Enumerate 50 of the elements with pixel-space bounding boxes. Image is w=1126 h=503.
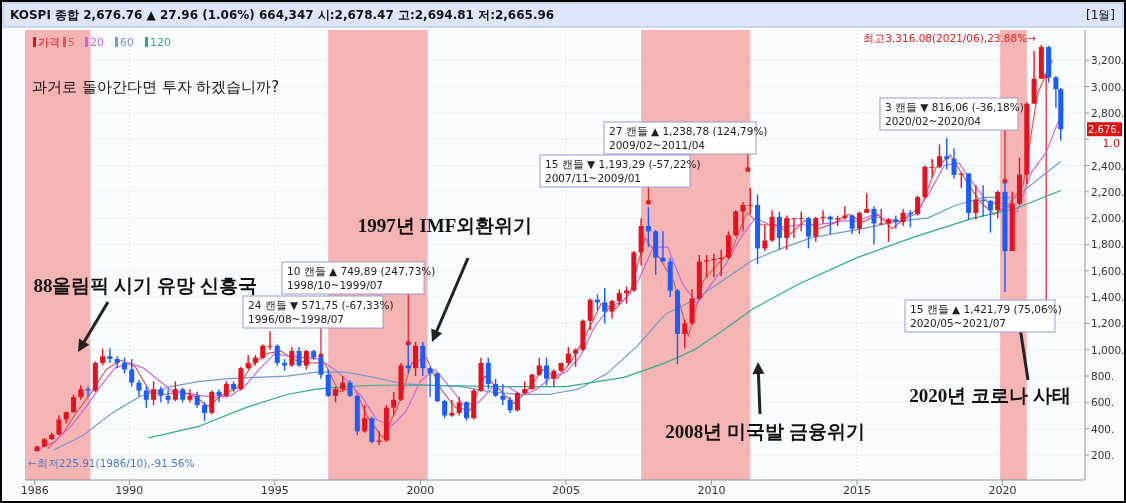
- annotation: 2008년 미국발 금융위기: [665, 421, 865, 442]
- annotation: 2020년 코로나 사태: [909, 385, 1071, 406]
- annotation: 15 캔들 ▲ 1,421,79 (75,06%) 2020/05~2021/07: [910, 303, 1062, 329]
- y-tick-label: 600.: [1091, 396, 1115, 409]
- y-tick-label: 1,800.: [1091, 238, 1125, 251]
- y-tick-label: 2,200.: [1091, 185, 1125, 198]
- annotation: 15 캔들 ▼ 1,193,29 (-57,22%) 2007/11~2009/01: [545, 158, 701, 184]
- y-tick-label: 2,000.: [1091, 212, 1125, 225]
- annotation: 24 캔들 ▼ 571,75 (-67,33%) 1996/08~1998/07: [248, 299, 394, 325]
- legend-label: 20: [90, 36, 104, 49]
- x-tick-label: 1990: [115, 484, 144, 497]
- y-tick-label: 1,200.: [1091, 317, 1125, 330]
- text: 2,676.: [1088, 124, 1120, 136]
- annotation: 3 캔들 ▼ 816,06 (-36,18%) 2020/02~2020/04: [885, 101, 1024, 127]
- legend-label: 60: [120, 36, 134, 49]
- legend-label: 5: [68, 36, 75, 49]
- x-tick-label: 1986: [20, 484, 49, 497]
- x-tick-label: 2020: [988, 484, 1017, 497]
- legend-label: 120: [150, 36, 171, 49]
- y-tick-label: 3,000.: [1091, 80, 1125, 93]
- x-tick-label: 2010: [697, 484, 726, 497]
- annotation: 88올림픽 시기 유망 신흥국: [33, 275, 257, 296]
- y-tick-label: 200.: [1091, 449, 1115, 461]
- text: [1월]: [1086, 8, 1115, 22]
- annotation: ←최저225.91(1986/10),-91.56%: [28, 457, 195, 469]
- x-tick-label: 2000: [406, 484, 435, 497]
- annotation: 10 캔들 ▲ 749,89 (247,73%) 1998/10~1999/07: [287, 265, 436, 291]
- legend-item: 가격: [33, 36, 60, 49]
- x-tick-label: 2015: [842, 484, 871, 497]
- y-tick-label: 2,800.: [1091, 106, 1125, 119]
- y-tick-label: 1,000.: [1091, 343, 1125, 356]
- legend-item: 60: [115, 36, 134, 49]
- y-tick-label: 3,200.: [1091, 54, 1125, 67]
- x-tick-label: 2005: [551, 484, 580, 497]
- y-tick-label: 1,400.: [1091, 291, 1125, 304]
- annotation: 과거로 돌아간다면 투자 하겠습니까?: [32, 78, 280, 96]
- legend-label: 가격: [38, 36, 60, 49]
- x-tick-label: 1995: [260, 484, 289, 497]
- annotation: 1997년 IMF외환위기: [357, 215, 533, 236]
- chart-title: KOSPI 종합 2,676.76 ▲ 27.96 (1.06%) 664,347 시:2,678.47 고:2,694.81 저:2,665.96: [10, 8, 555, 22]
- legend-item: 5: [63, 36, 75, 49]
- legend-item: 120: [145, 36, 171, 49]
- annotation: 27 캔들 ▲ 1,238,78 (124,79%) 2009/02~2011/04: [609, 125, 768, 151]
- y-tick-label: 2,400.: [1091, 159, 1125, 172]
- y-tick-label: 800.: [1091, 370, 1115, 383]
- text: 1.0: [1102, 137, 1120, 151]
- y-tick-label: 1,600.: [1091, 264, 1125, 277]
- y-tick-label: 400.: [1091, 422, 1115, 435]
- legend-item: 20: [85, 36, 104, 49]
- annotation: 최고3,316.08(2021/06),23.88%→: [863, 32, 1037, 44]
